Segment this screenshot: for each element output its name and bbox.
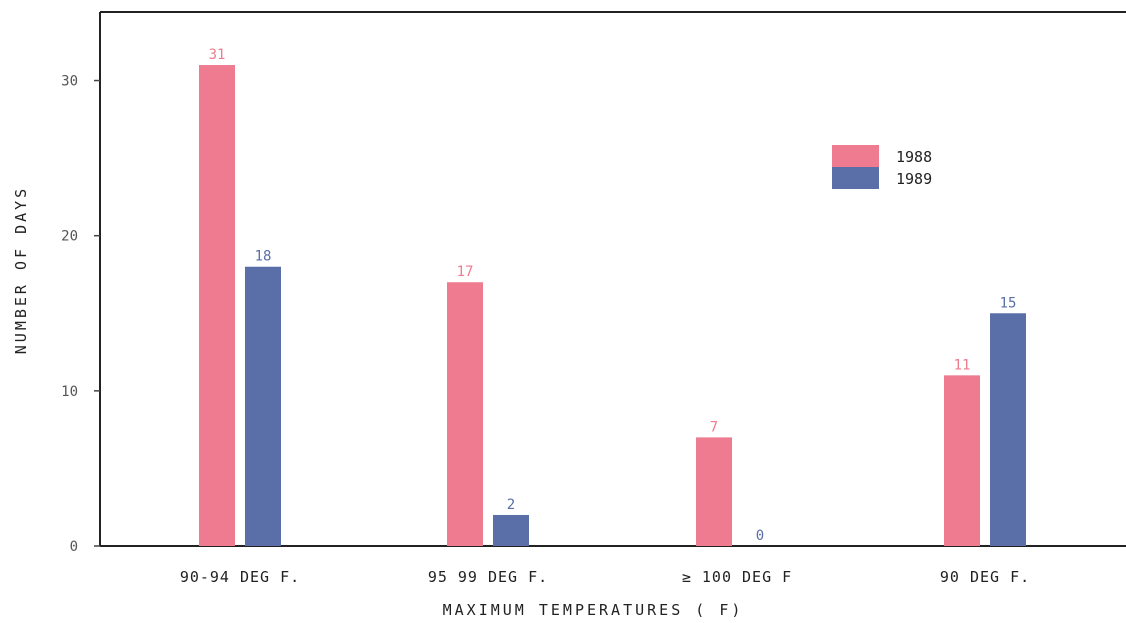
bar-1988-0 xyxy=(199,65,235,546)
bars xyxy=(199,65,1026,546)
data-label: 18 xyxy=(255,249,272,265)
y-tick-label: 20 xyxy=(61,229,78,245)
bar-1988-1 xyxy=(447,282,483,546)
data-label: 17 xyxy=(457,264,474,280)
legend-label-1989: 1989 xyxy=(896,170,932,188)
x-category-label: ≥ 100 DEG F xyxy=(682,568,792,586)
bar-1988-2 xyxy=(696,437,732,546)
x-category-label: 90-94 DEG F. xyxy=(180,568,300,586)
legend-swatch-1989 xyxy=(832,167,879,189)
y-axis-label: NUMBER OF DAYS xyxy=(12,186,30,354)
data-label: 15 xyxy=(1000,295,1017,311)
bar-1989-1 xyxy=(493,514,529,546)
bar-1988-3 xyxy=(944,375,980,546)
y-tick-label: 0 xyxy=(70,539,78,555)
x-categories: 90-94 DEG F. 95 99 DEG F. ≥ 100 DEG F 90 DE… xyxy=(180,568,1030,586)
bar-1989-3 xyxy=(990,313,1026,546)
legend-label-1988: 1988 xyxy=(896,148,932,166)
x-category-label: 95 99 DEG F. xyxy=(428,568,548,586)
data-label: 2 xyxy=(507,497,515,513)
y-tick-label: 10 xyxy=(61,384,78,400)
legend-swatch-1988 xyxy=(832,145,879,167)
bar-1989-0 xyxy=(245,266,281,546)
legend: 1988 1989 xyxy=(832,145,932,189)
data-label: 31 xyxy=(209,47,226,63)
data-label: 11 xyxy=(954,357,971,373)
data-label: 0 xyxy=(756,528,764,544)
data-label: 7 xyxy=(710,419,718,435)
y-ticks: 0 10 20 30 xyxy=(61,74,100,555)
data-labels: 31 17 7 11 18 2 0 15 xyxy=(209,47,1017,544)
x-axis-label: MAXIMUM TEMPERATURES ( F) xyxy=(443,601,744,619)
y-tick-label: 30 xyxy=(61,74,78,90)
x-category-label: 90 DEG F. xyxy=(940,568,1030,586)
